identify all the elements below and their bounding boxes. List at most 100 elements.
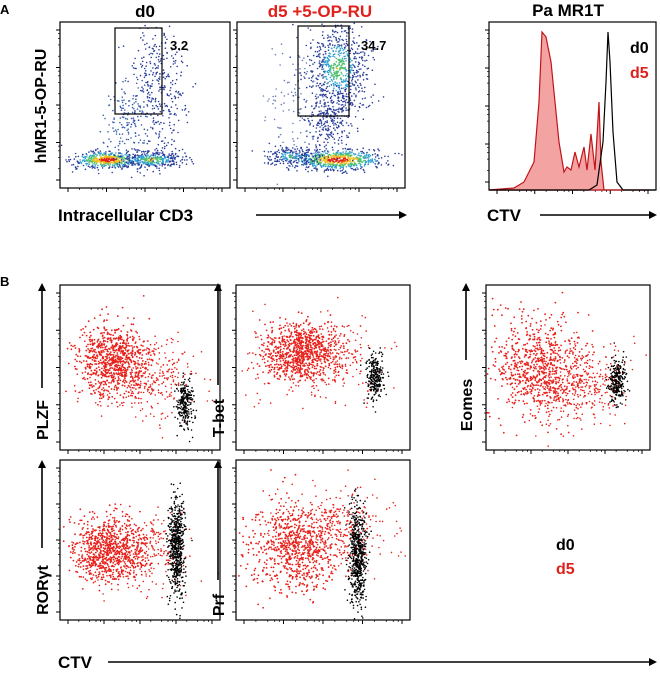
data-point <box>131 148 133 150</box>
data-point <box>318 85 320 87</box>
data-point <box>341 88 343 90</box>
data-point <box>281 92 283 94</box>
data-point <box>362 90 364 92</box>
data-point <box>163 110 165 112</box>
data-point <box>336 48 338 50</box>
data-point <box>196 410 198 412</box>
data-point <box>100 359 102 361</box>
data-point <box>157 153 159 155</box>
data-point <box>276 154 278 156</box>
data-point <box>365 157 367 159</box>
data-point <box>128 365 130 367</box>
data-point <box>118 100 120 102</box>
data-point <box>105 371 107 373</box>
data-point <box>303 99 305 101</box>
data-point <box>85 163 87 165</box>
data-point <box>330 36 332 38</box>
data-point <box>286 167 288 169</box>
data-point <box>332 102 334 104</box>
data-point <box>278 149 280 151</box>
data-point <box>313 335 315 337</box>
data-point <box>171 151 173 153</box>
data-point <box>69 161 71 163</box>
data-point <box>187 420 189 422</box>
data-point <box>87 373 89 375</box>
data-point <box>334 76 336 78</box>
data-point <box>107 341 109 343</box>
data-point <box>169 111 171 113</box>
data-point <box>158 83 160 85</box>
data-point <box>116 366 118 368</box>
data-point <box>138 398 140 400</box>
data-point <box>91 364 93 366</box>
data-point <box>177 377 179 379</box>
data-point <box>95 153 97 155</box>
data-point <box>132 356 134 358</box>
data-point <box>328 105 330 107</box>
data-point <box>139 150 141 152</box>
data-point <box>96 357 98 359</box>
data-point <box>185 411 187 413</box>
data-point <box>92 167 94 169</box>
data-point <box>283 110 285 112</box>
data-point <box>110 141 112 143</box>
data-point <box>336 102 338 104</box>
data-point <box>288 149 290 151</box>
data-point <box>130 352 132 354</box>
data-point <box>328 64 330 66</box>
data-point <box>86 335 88 337</box>
data-point <box>290 325 292 327</box>
data-point <box>332 80 334 82</box>
data-point <box>190 408 192 410</box>
data-point <box>328 47 330 49</box>
data-point <box>157 67 159 69</box>
data-point <box>110 337 112 339</box>
data-point <box>127 357 129 359</box>
data-point <box>337 32 339 34</box>
data-point <box>337 46 339 48</box>
data-point <box>344 130 346 132</box>
data-point <box>279 152 281 154</box>
data-point <box>352 78 354 80</box>
data-point <box>321 166 323 168</box>
data-point <box>84 157 86 159</box>
data-point <box>361 58 363 60</box>
data-point <box>120 330 122 332</box>
data-point <box>155 133 157 135</box>
data-point <box>327 166 329 168</box>
data-point <box>118 387 120 389</box>
data-point <box>119 133 121 135</box>
data-point <box>119 365 121 367</box>
data-point <box>183 407 185 409</box>
data-point <box>115 338 117 340</box>
data-point <box>76 360 78 362</box>
data-point <box>142 345 144 347</box>
data-point <box>147 143 149 145</box>
data-point <box>138 119 140 121</box>
data-point <box>183 409 185 411</box>
data-point <box>151 83 153 85</box>
data-point <box>346 135 348 137</box>
data-point <box>158 163 160 165</box>
data-point <box>86 346 88 348</box>
data-point <box>368 68 370 70</box>
data-point <box>137 160 139 162</box>
data-point <box>329 92 331 94</box>
data-point <box>358 69 360 71</box>
data-point <box>125 165 127 167</box>
data-point <box>137 79 139 81</box>
data-point <box>289 155 291 157</box>
data-point <box>341 60 343 62</box>
data-point <box>359 163 361 165</box>
data-point <box>299 150 301 152</box>
data-point <box>154 123 156 125</box>
data-point <box>288 169 290 171</box>
data-point <box>333 370 335 372</box>
data-point <box>158 137 160 139</box>
data-point <box>160 156 162 158</box>
data-point <box>99 314 101 316</box>
data-point <box>128 363 130 365</box>
data-point <box>145 70 147 72</box>
data-point <box>351 83 353 85</box>
data-point <box>113 356 115 358</box>
